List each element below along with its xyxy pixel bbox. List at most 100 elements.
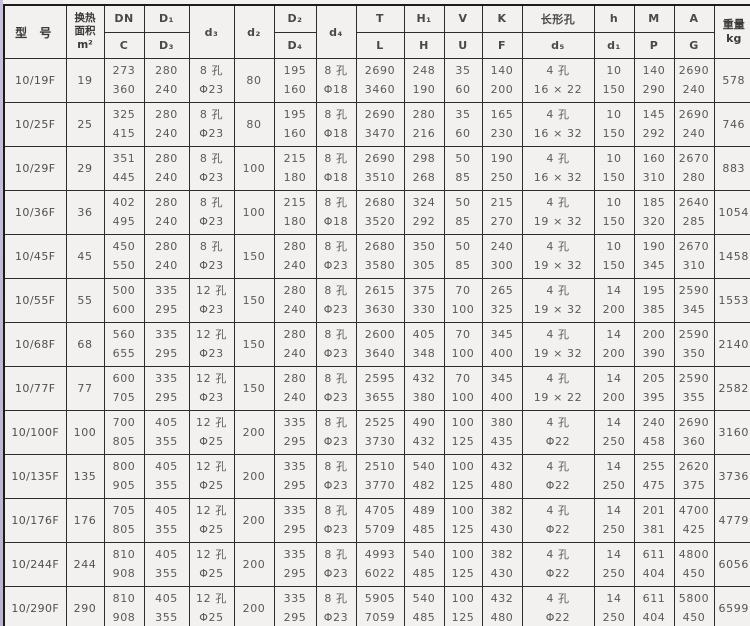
cell-d2: 150 [233, 366, 275, 411]
cell-A-value: 280 [682, 170, 706, 184]
cell-V-value: 125 [451, 610, 475, 624]
cell-hole-values: 4 孔 Φ22 [523, 456, 593, 498]
cell-M-value: 240 [642, 416, 666, 430]
cell-hole-value: 16 × 22 [533, 82, 583, 96]
cell-M: 140 290 [633, 58, 675, 103]
header-weight-line: 重量 [722, 18, 745, 31]
weight-cell: 6056 [713, 542, 750, 587]
cell-V-value: 100 [451, 504, 475, 518]
weight-value: 3736 [718, 470, 749, 483]
cell-T-value: 2525 [364, 416, 396, 430]
cell-d4-values: 8 孔 Φ23 [317, 236, 355, 278]
header-d1-top: D₁ [145, 6, 188, 33]
cell-h: 14 250 [593, 498, 635, 543]
cell-K-value: 480 [490, 610, 514, 624]
cell-d4-value: 8 孔 [324, 64, 348, 78]
cell-dn: 402 495 [103, 190, 145, 235]
cell-d3-value: 8 孔 [199, 64, 224, 78]
cell-h-value: 250 [602, 522, 626, 536]
cell-h: 14 200 [593, 322, 635, 367]
cell-dn-values: 351 445 [105, 148, 143, 190]
header-H1: H₁ H [403, 4, 445, 59]
header-d1-pair: D₁ D₃ [145, 6, 188, 58]
cell-d2-value: 80 [246, 73, 262, 87]
cell-d1-value: 355 [155, 434, 178, 448]
cell-A-values: 2590 355 [675, 368, 713, 410]
model-cell: 10/19F [3, 58, 67, 103]
cell-hole-value: 16 × 32 [533, 170, 583, 184]
cell-hole-value: 4 孔 [546, 240, 570, 254]
cell-V-value: 125 [451, 434, 475, 448]
cell-dn-value: 415 [112, 126, 136, 140]
cell-D2-values: 335 295 [275, 456, 315, 498]
cell-h: 14 250 [593, 586, 635, 626]
cell-d3-value: Φ25 [199, 566, 224, 580]
cell-hole-values: 4 孔 16 × 22 [523, 60, 593, 102]
cell-H1-values: 490 432 [405, 412, 443, 454]
cell-dn-value: 655 [112, 346, 136, 360]
cell-A-value: 350 [682, 346, 706, 360]
cell-V: 70 100 [443, 366, 483, 411]
cell-d1-value: 355 [155, 610, 178, 624]
area-cell: 25 [65, 102, 105, 147]
cell-d1-values: 280 240 [145, 104, 188, 146]
cell-H1-value: 540 [412, 460, 436, 474]
cell-dn: 800 905 [103, 454, 145, 499]
cell-hole-value: 19 × 32 [533, 302, 583, 316]
cell-T-values: 2615 3630 [357, 280, 403, 322]
cell-h-values: 10 150 [595, 148, 633, 190]
cell-h-values: 14 250 [595, 412, 633, 454]
cell-d3-value: 12 孔 [196, 284, 227, 298]
cell-T-value: 2595 [364, 372, 396, 386]
cell-d3-values: 12 孔 Φ25 [190, 500, 233, 542]
cell-T: 2690 3470 [355, 102, 405, 147]
cell-M-value: 185 [642, 196, 666, 210]
cell-dn-value: 500 [112, 284, 136, 298]
cell-M: 185 320 [633, 190, 675, 235]
cell-M-value: 140 [642, 64, 666, 78]
cell-M-value: 160 [642, 152, 666, 166]
cell-hole-values: 4 孔 16 × 32 [523, 148, 593, 190]
cell-M-value: 201 [642, 504, 666, 518]
cell-K-values: 140 200 [483, 60, 521, 102]
cell-T-value: 5905 [364, 592, 396, 606]
table-header: 型 号换热 面积 m² DN C D₁ D₃ d₃ d₂ D₂ D₄ d₄ T L H₁ H V U K F 长形孔 d₅… [3, 4, 750, 59]
cell-M: 200 390 [633, 322, 675, 367]
cell-K-values: 215 270 [483, 192, 521, 234]
cell-d4-value: Φ23 [323, 522, 349, 536]
cell-H1-values: 489 485 [405, 500, 443, 542]
cell-h-value: 150 [602, 82, 626, 96]
cell-d4: 8 孔 Φ23 [315, 278, 357, 323]
header-hole-top: 长形孔 [523, 6, 593, 33]
cell-H1-value: 324 [412, 196, 436, 210]
cell-hole-value: 4 孔 [546, 504, 570, 518]
cell-T-value: 3520 [364, 214, 396, 228]
cell-M-value: 611 [642, 548, 666, 562]
cell-H1: 490 432 [403, 410, 445, 455]
cell-h-values: 14 250 [595, 544, 633, 586]
cell-d3-value: Φ23 [199, 126, 224, 140]
cell-T-values: 2510 3770 [357, 456, 403, 498]
cell-h-value: 10 [606, 196, 622, 210]
cell-K-value: 300 [490, 258, 514, 272]
weight-cell: 3160 [713, 410, 750, 455]
cell-V-values: 70 100 [445, 368, 481, 410]
cell-H1: 298 268 [403, 146, 445, 191]
cell-dn-value: 495 [112, 214, 136, 228]
cell-d3: 12 孔 Φ25 [188, 586, 235, 626]
header-d3-label: d₃ [204, 25, 219, 39]
cell-M-value: 255 [642, 460, 666, 474]
table-row: 10/25F 25 325 415 280 240 8 孔 Φ23 80 195 160 8 孔 Φ18… [3, 102, 750, 147]
header-d2: d₂ [233, 4, 275, 59]
header-d1-bottom: D₃ [159, 38, 174, 52]
cell-M-value: 395 [642, 390, 666, 404]
cell-K-values: 240 300 [483, 236, 521, 278]
cell-h: 14 250 [593, 454, 635, 499]
cell-V-value: 35 [455, 108, 471, 122]
cell-V-value: 100 [451, 302, 475, 316]
cell-hole-value: 4 孔 [546, 548, 570, 562]
header-d4-label: d₄ [329, 25, 343, 39]
cell-A-value: 450 [682, 610, 706, 624]
cell-K: 265 325 [481, 278, 523, 323]
cell-V-value: 35 [455, 64, 471, 78]
